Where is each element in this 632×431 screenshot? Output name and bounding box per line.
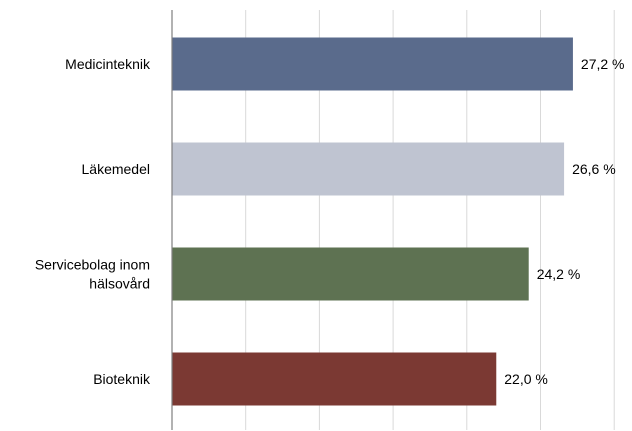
bars [172,37,573,406]
value-labels: 27,2 % 26,6 % 24,2 % 22,0 % [504,56,624,387]
category-label: Bioteknik [93,371,151,387]
bar [172,247,529,301]
category-label: Medicinteknik [65,56,151,72]
category-label: Läkemedel [82,161,151,177]
category-labels: Medicinteknik Läkemedel Servicebolag inom h… [35,56,151,387]
bar [172,37,573,91]
data-label: 24,2 % [537,266,581,282]
data-label: 26,6 % [572,161,616,177]
data-label: 27,2 % [581,56,625,72]
data-label: 22,0 % [504,371,548,387]
bar [172,352,497,406]
category-label: Servicebolag inom hälsovård [35,257,150,292]
bar [172,142,565,196]
